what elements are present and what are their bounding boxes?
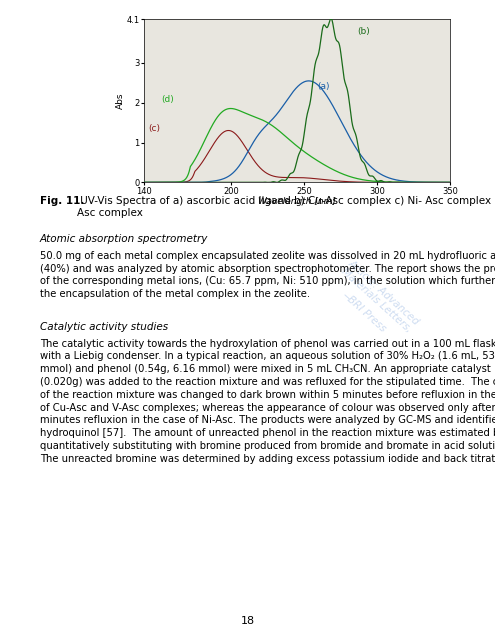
- Text: (d): (d): [161, 95, 174, 104]
- Text: Atomic absorption spectrometry: Atomic absorption spectrometry: [40, 234, 208, 244]
- Text: (b): (b): [357, 28, 370, 36]
- Text: 50.0 mg of each metal complex encapsulated zeolite was dissolved in 20 mL hydrof: 50.0 mg of each metal complex encapsulat…: [40, 251, 495, 300]
- Text: (a): (a): [317, 82, 330, 91]
- Text: UV-Vis Spectra of a) ascorbic acid ligand b) Cu-Asc complex c) Ni- Asc complex d: UV-Vis Spectra of a) ascorbic acid ligan…: [77, 196, 495, 218]
- Text: Article: Advanced
Materials Letters,
̶BRI Press: Article: Advanced Materials Letters, ̶BR…: [331, 258, 421, 344]
- Text: Catalytic activity studies: Catalytic activity studies: [40, 322, 168, 332]
- Text: Fig. 11.: Fig. 11.: [40, 196, 84, 207]
- Text: (c): (c): [148, 124, 160, 134]
- Text: The catalytic activity towards the hydroxylation of phenol was carried out in a : The catalytic activity towards the hydro…: [40, 339, 495, 464]
- X-axis label: Wavelength [nm]: Wavelength [nm]: [258, 197, 336, 206]
- Text: 18: 18: [241, 616, 254, 626]
- Y-axis label: Abs: Abs: [116, 93, 125, 109]
